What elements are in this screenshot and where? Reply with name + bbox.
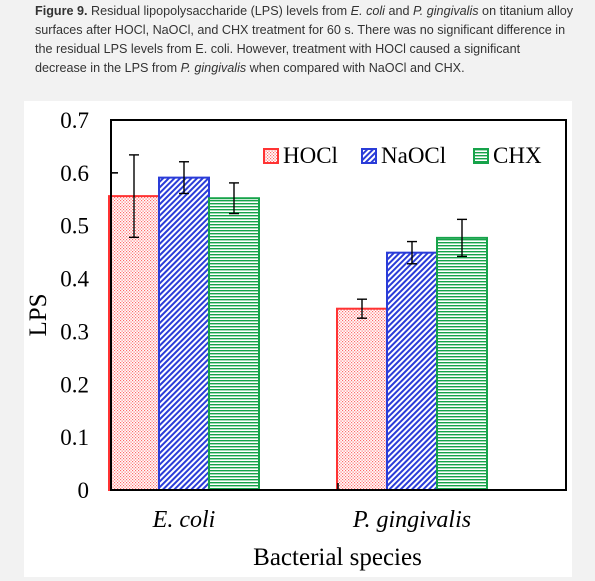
y-tick-label: 0.6	[60, 161, 89, 186]
bar-naocl	[158, 176, 210, 491]
figure-panel: 0 0.1 0.2 0.3 0.4 0.5 0.6 0.7 E. coli P. gingival…	[24, 101, 572, 577]
y-tick-label: 0.7	[60, 108, 89, 133]
y-tick-label: 0.1	[60, 425, 89, 450]
bar-chx	[436, 236, 488, 491]
legend-label-naocl: NaOCl	[381, 143, 446, 168]
caption-species: P. gingivalis	[180, 61, 247, 75]
caption-text: and	[384, 4, 413, 18]
caption-label: Figure 9.	[35, 4, 88, 18]
bar-hocl	[336, 307, 388, 491]
caption-text: Residual lipopolysaccharide (LPS) levels…	[87, 4, 351, 18]
caption-species: P. gingivalis	[412, 4, 479, 18]
y-axis-title: LPS	[25, 293, 52, 336]
x-category-label: P. gingivalis	[352, 507, 471, 533]
caption-species: E. coli	[350, 4, 385, 18]
bar-chart: 0 0.1 0.2 0.3 0.4 0.5 0.6 0.7 E. coli P. gingival…	[25, 108, 567, 571]
bar-naocl	[386, 251, 438, 491]
caption-text: when compared with NaOCl and CHX.	[246, 61, 465, 75]
legend-swatch-chx	[473, 148, 489, 164]
legend-swatch-naocl	[361, 148, 377, 164]
x-axis-title: Bacterial species	[253, 544, 422, 571]
caption-text: on titanium alloy surfaces after HOCl, N…	[35, 4, 574, 75]
y-tick-label: 0.5	[60, 214, 89, 239]
figure-caption: Figure 9. Residual lipopolysaccharide (L…	[35, 2, 575, 78]
legend-label-chx: CHX	[493, 143, 542, 168]
bar-hocl	[108, 195, 160, 491]
y-tick-label: 0.3	[60, 319, 89, 344]
legend-label-hocl: HOCl	[283, 143, 338, 168]
bar-chx	[208, 197, 260, 491]
legend-swatch-hocl	[263, 148, 279, 164]
y-tick-label: 0.4	[60, 267, 89, 292]
x-category-label: E. coli	[152, 507, 216, 533]
plot-frame	[110, 119, 567, 491]
y-tick-label: 0.2	[60, 372, 89, 397]
y-tick-label: 0	[78, 478, 90, 503]
